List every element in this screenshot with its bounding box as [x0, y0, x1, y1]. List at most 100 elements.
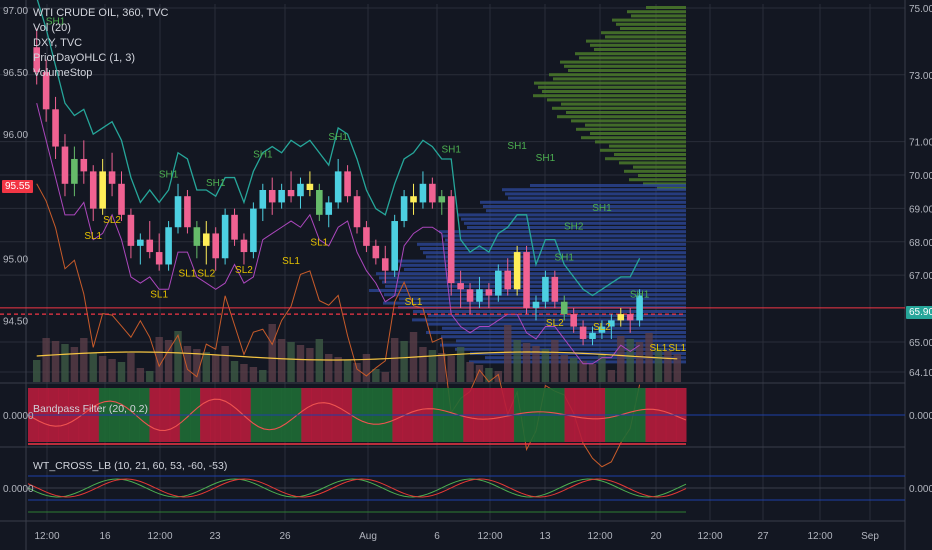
candle — [579, 320, 587, 346]
candle — [485, 283, 493, 308]
profile-bar-blue — [426, 331, 686, 334]
candle — [542, 270, 549, 308]
profile-bar-blue — [445, 238, 686, 242]
candle-body — [287, 190, 295, 197]
profile-bar-green — [638, 174, 686, 177]
volume-bar — [532, 346, 540, 382]
legend-stop[interactable]: VolumeStop — [33, 67, 93, 79]
candle-body — [61, 146, 69, 184]
candle-body — [334, 171, 342, 203]
legend-dxy[interactable]: DXY, TVC — [33, 37, 83, 49]
volume-bar — [428, 350, 437, 382]
candle-body — [212, 233, 219, 259]
volume-bar — [108, 359, 116, 382]
profile-bar-blue — [440, 343, 686, 347]
candle — [174, 183, 182, 234]
candle-body — [250, 208, 257, 253]
swing-low-label: SL1 — [668, 343, 686, 354]
volume-bar — [306, 348, 314, 382]
last-price-left: 95.55 — [2, 180, 34, 193]
volume-bar — [541, 349, 550, 382]
candle-body — [542, 276, 549, 302]
candle-body — [80, 158, 88, 172]
profile-bar-green — [566, 111, 686, 114]
volume-bar — [485, 368, 493, 382]
swing-high-label: SH1 — [555, 252, 575, 263]
candles[interactable] — [33, 28, 643, 346]
candle — [316, 183, 323, 222]
profile-bar-blue — [455, 347, 686, 351]
profile-bar-green — [605, 35, 686, 39]
volume-bar — [390, 338, 399, 382]
wt-axis-left: 0.0000 — [3, 484, 34, 495]
left-axis-tick: 94.50 — [3, 316, 28, 327]
volume-bar — [259, 370, 267, 382]
candle — [429, 177, 436, 209]
swing-high-label: SH1 — [592, 203, 612, 214]
volume-bar — [626, 339, 634, 382]
candle-body — [579, 326, 587, 339]
profile-bar-blue — [442, 326, 686, 330]
right-axis-tick: 65.00 — [909, 338, 932, 349]
profile-bar-blue — [379, 276, 686, 280]
candle — [419, 171, 427, 209]
swing-low-label: SL1 — [150, 290, 168, 301]
profile-bar-blue — [502, 188, 686, 192]
right-axis-tick: 73.00 — [909, 71, 932, 82]
volume-bar — [579, 361, 587, 382]
profile-bar-blue — [483, 205, 686, 208]
candle-body — [419, 183, 427, 203]
profile-bar-blue — [469, 360, 686, 364]
candle-body — [344, 171, 351, 197]
swing-low-label: SL2 — [546, 318, 564, 329]
candle — [466, 283, 474, 315]
candle — [240, 233, 248, 265]
swing-high-label: SH2 — [564, 221, 584, 232]
swing-high-label: SH1 — [206, 178, 226, 189]
volume-bar — [522, 343, 531, 382]
profile-bar-green — [605, 157, 686, 161]
candle-body — [33, 47, 41, 73]
candle-body — [626, 314, 634, 321]
candle — [438, 190, 446, 215]
legend-symbol[interactable]: WTI CRUDE OIL, 360, TVC — [33, 7, 169, 19]
candle-body — [325, 202, 333, 215]
profile-bar-blue — [401, 263, 686, 267]
candle-body — [636, 295, 643, 321]
profile-bar-green — [553, 77, 686, 81]
candle-body — [127, 214, 135, 246]
profile-bar-green — [547, 98, 686, 102]
candle-body — [278, 190, 285, 203]
x-axis-tick: 23 — [209, 531, 221, 542]
volume-bar — [89, 353, 97, 382]
volume-bar — [617, 336, 625, 382]
candle — [231, 208, 238, 246]
candle — [363, 221, 370, 253]
profile-bar-green — [581, 136, 686, 140]
candle-body — [485, 289, 493, 296]
bandpass-pane[interactable] — [27, 388, 905, 445]
profile-bar-blue — [404, 268, 686, 271]
volume-bar — [146, 371, 154, 382]
volume-bar — [202, 352, 210, 382]
x-axis-tick: 12:00 — [587, 531, 612, 542]
swing-high-label: SH1 — [630, 290, 650, 301]
wt-cross-title[interactable]: WT_CROSS_LB (10, 21, 60, 53, -60, -53) — [33, 460, 228, 472]
legend-vol[interactable]: Vol (20) — [33, 22, 71, 34]
legend: WTI CRUDE OIL, 360, TVC Vol (20) DXY, TV… — [33, 6, 169, 81]
volume-bar — [673, 354, 681, 382]
profile-bar-blue — [464, 221, 686, 225]
bandpass-title[interactable]: Bandpass Filter (20, 0.2) — [33, 403, 148, 415]
x-axis-tick: 12:00 — [807, 531, 832, 542]
wt-cross-pane[interactable] — [27, 475, 905, 513]
right-axis-tick: 70.00 — [909, 171, 932, 182]
candle-body — [353, 196, 361, 228]
volume-ma-line — [36, 351, 678, 361]
candle — [193, 221, 201, 259]
profile-bar-green — [627, 10, 686, 14]
candle-body — [137, 239, 144, 246]
legend-prior[interactable]: PriorDayOHLC (1, 3) — [33, 52, 136, 64]
candle — [165, 221, 172, 271]
